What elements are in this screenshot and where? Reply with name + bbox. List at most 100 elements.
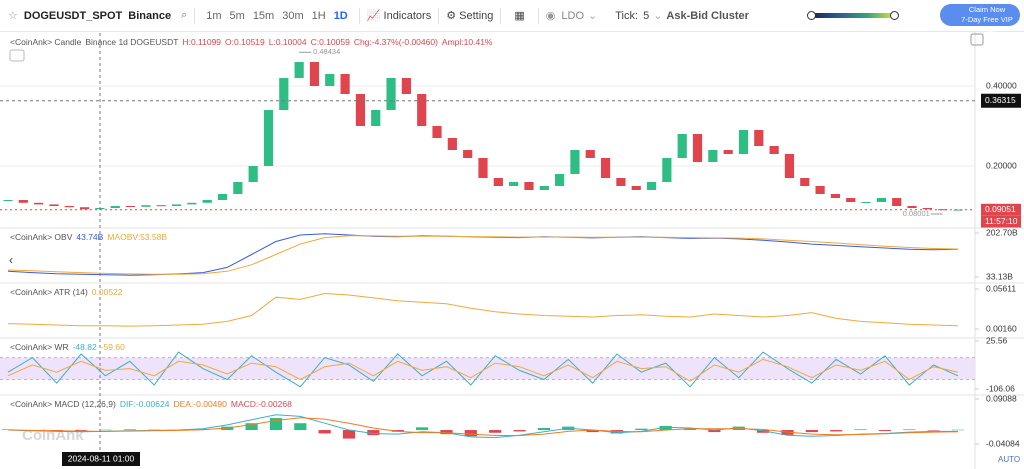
histogram-bar bbox=[537, 427, 550, 431]
histogram-bar bbox=[903, 429, 916, 431]
histogram-bar bbox=[562, 426, 575, 431]
candle bbox=[570, 150, 580, 174]
promo-button[interactable]: Claim Now 7-Day Free VIP Trial bbox=[940, 4, 1020, 34]
slider-knob[interactable] bbox=[889, 11, 899, 20]
legend-item: DIF:-0.00624 bbox=[119, 399, 170, 409]
crosshair-date-box bbox=[62, 452, 140, 466]
legend-item: L:0.10004 bbox=[268, 37, 307, 47]
candle bbox=[432, 126, 442, 138]
collapse-icon bbox=[9, 49, 25, 62]
slider-knob[interactable] bbox=[806, 11, 816, 20]
legend-item: MACD:-0.00268 bbox=[230, 399, 292, 409]
y-tick-label: 0.20000 bbox=[986, 160, 1017, 170]
auto-button: AUTO bbox=[998, 455, 1020, 464]
tick-value[interactable]: 5 bbox=[643, 9, 650, 22]
histogram-bar bbox=[269, 418, 283, 431]
interval-button[interactable]: 1D bbox=[333, 9, 348, 22]
histogram-bar bbox=[74, 430, 88, 431]
candle bbox=[600, 158, 611, 178]
histogram-bar bbox=[367, 430, 380, 436]
histogram-bar bbox=[50, 430, 63, 432]
legend: <CoinAnk> ATR (14) 0.00522 bbox=[10, 287, 127, 297]
y-tick-label: -0.04084 bbox=[986, 438, 1020, 448]
eye-icon[interactable]: ◉ bbox=[545, 10, 556, 22]
interval-button[interactable]: 15m bbox=[252, 9, 275, 22]
candle bbox=[279, 78, 289, 110]
layout-icon[interactable]: ▦ bbox=[514, 10, 525, 22]
legend-item: <CoinAnk> OBV bbox=[10, 232, 73, 242]
countdown: 11:57:10 bbox=[985, 216, 1018, 226]
y-tick-label: 202.70B bbox=[986, 227, 1018, 237]
legend-item: DEA:-0.00490 bbox=[173, 399, 227, 409]
candle bbox=[447, 138, 457, 150]
histogram-bar bbox=[830, 430, 843, 432]
histogram-bar bbox=[610, 430, 624, 434]
candle bbox=[340, 74, 350, 94]
candle bbox=[248, 166, 258, 182]
histogram-bar bbox=[489, 430, 502, 433]
y-tick-label: 25.56 bbox=[986, 335, 1008, 345]
watermark: CoinAnk bbox=[22, 427, 84, 444]
dropdown-icon: ⌄ bbox=[653, 10, 663, 22]
histogram-bar bbox=[1, 429, 15, 431]
promo-subtitle: 7-Day Free VIP Trial bbox=[961, 15, 1013, 34]
interval-button[interactable]: 1m bbox=[206, 9, 222, 22]
candle bbox=[830, 194, 841, 198]
legend-item: C:0.10059 bbox=[310, 37, 350, 47]
candle bbox=[294, 62, 304, 78]
color-range[interactable] bbox=[806, 11, 899, 20]
candle bbox=[738, 130, 749, 154]
candle bbox=[585, 150, 595, 158]
setting-button[interactable]: ⚙ Setting bbox=[446, 10, 494, 22]
legend: <CoinAnk> OBV 43.74B MAOBV:53.58B bbox=[10, 232, 171, 242]
histogram-bar bbox=[927, 430, 940, 431]
countdown-box bbox=[981, 215, 1021, 228]
histogram-bar bbox=[26, 430, 39, 431]
search-icon[interactable]: ⌕ bbox=[181, 9, 188, 21]
legend-item: -48.82 bbox=[72, 342, 97, 352]
candle bbox=[861, 202, 871, 203]
candle bbox=[187, 202, 197, 205]
histogram-bar bbox=[951, 429, 965, 431]
candle bbox=[692, 134, 703, 162]
separator bbox=[438, 7, 440, 24]
coin-select[interactable]: LDO bbox=[561, 9, 585, 22]
candle bbox=[509, 182, 519, 186]
star-icon[interactable]: ☆ bbox=[8, 10, 18, 22]
candle bbox=[769, 146, 779, 154]
interval-button[interactable]: 30m bbox=[282, 9, 304, 22]
histogram-bar bbox=[513, 430, 526, 432]
candle bbox=[478, 158, 488, 178]
histogram-bar bbox=[659, 425, 672, 431]
histogram-bar bbox=[416, 427, 429, 431]
series-line bbox=[7, 358, 959, 382]
candle bbox=[555, 174, 565, 186]
histogram-bar bbox=[683, 428, 697, 431]
y-tick-label: 33.13B bbox=[986, 271, 1013, 281]
candle bbox=[141, 205, 151, 207]
interval-button[interactable]: 5m bbox=[229, 9, 245, 22]
legend-item: <CoinAnk> WR bbox=[10, 342, 69, 352]
legend-item: -59.60 bbox=[100, 342, 125, 352]
candle bbox=[95, 208, 105, 210]
candle bbox=[263, 110, 274, 166]
candle bbox=[110, 206, 120, 208]
legend-item: <CoinAnk> Candle bbox=[10, 37, 82, 47]
legend: <CoinAnk> MACD (12,26,9) DIF:-0.00624 DEA:… bbox=[10, 399, 296, 409]
indicators-button[interactable]: 📈 Indicators bbox=[366, 10, 432, 22]
legend-item: 0.00522 bbox=[91, 287, 123, 297]
legend-item: H:0.11099 bbox=[182, 37, 222, 47]
candle bbox=[309, 62, 320, 86]
symbol[interactable]: DOGEUSDT_SPOT bbox=[23, 9, 123, 22]
y-tick-label: 0.09088 bbox=[986, 393, 1017, 403]
setting-label: Setting bbox=[459, 10, 494, 22]
interval-button[interactable]: 1H bbox=[311, 9, 326, 22]
candle bbox=[18, 200, 28, 203]
candle bbox=[754, 130, 764, 146]
legend-item: Ampl:10.41% bbox=[441, 37, 493, 47]
candle bbox=[723, 150, 733, 154]
histogram-bar bbox=[294, 423, 307, 431]
high-label: 0.48434 bbox=[313, 47, 340, 56]
candle bbox=[539, 186, 549, 190]
cluster-button[interactable]: Ask-Bid Cluster bbox=[666, 9, 749, 22]
